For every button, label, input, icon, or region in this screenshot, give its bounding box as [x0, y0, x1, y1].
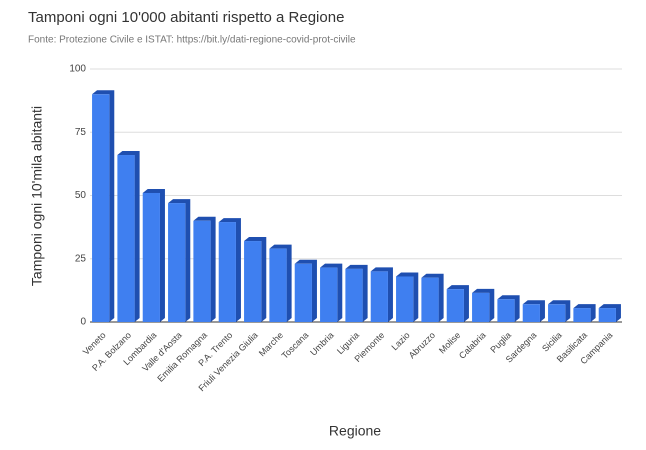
bar-depth — [244, 237, 267, 322]
bar — [117, 155, 135, 322]
bar-depth — [548, 300, 571, 322]
bar-depth — [598, 304, 621, 322]
bar-depth — [92, 90, 115, 322]
bar — [244, 241, 262, 322]
bar-depth — [320, 263, 343, 322]
y-tick-label: 50 — [75, 190, 87, 201]
bar-depth — [472, 288, 495, 322]
x-tick-label: Lazio — [389, 330, 411, 352]
bar — [396, 276, 414, 322]
chart-subtitle: Fonte: Protezione Civile e ISTAT: https:… — [28, 35, 356, 46]
bar — [92, 94, 110, 322]
x-tick-label: Abruzzo — [407, 330, 437, 360]
y-axis-title: Tamponi ogni 10'mila abitanti — [29, 106, 45, 286]
bar-depth — [168, 199, 191, 322]
bar — [548, 304, 566, 322]
bar-depth — [522, 300, 545, 322]
bar-depth — [142, 188, 165, 322]
y-tick-label: 25 — [75, 253, 87, 264]
bar — [497, 299, 515, 322]
bar — [320, 267, 338, 322]
bar — [218, 222, 236, 322]
x-tick-label: Toscana — [280, 330, 311, 361]
bar-depth — [446, 285, 469, 322]
bar-depth — [117, 151, 140, 322]
x-tick-label: Calabria — [457, 330, 488, 361]
bar — [294, 263, 312, 322]
bar — [193, 220, 211, 322]
x-tick-label: Umbria — [308, 330, 336, 358]
bar-depth — [573, 304, 596, 322]
bar — [269, 248, 287, 322]
bar — [168, 203, 186, 322]
bar — [573, 308, 591, 322]
bar-depth — [193, 216, 216, 322]
bar — [522, 304, 540, 322]
bar-depth — [269, 244, 292, 322]
x-axis-title: Regione — [329, 423, 381, 439]
x-tick-label: Sicilia — [540, 330, 564, 354]
bar — [446, 289, 464, 322]
y-tick-label: 0 — [80, 317, 86, 328]
bar — [598, 308, 616, 322]
bar — [345, 268, 363, 322]
bar-depth — [421, 273, 444, 322]
bar — [421, 277, 439, 322]
bar-depth — [345, 264, 368, 322]
y-tick-label: 100 — [69, 64, 86, 75]
bar-depth — [497, 295, 520, 322]
y-tick-label: 75 — [75, 127, 87, 138]
bar-depth — [370, 267, 393, 322]
bar — [472, 292, 490, 322]
bar-depth — [294, 259, 317, 322]
bar-depth — [218, 218, 241, 322]
bar-depth — [396, 272, 419, 322]
chart-title: Tamponi ogni 10'000 abitanti rispetto a … — [28, 9, 344, 26]
bar — [370, 271, 388, 322]
bar — [142, 192, 160, 322]
